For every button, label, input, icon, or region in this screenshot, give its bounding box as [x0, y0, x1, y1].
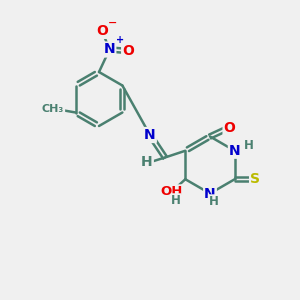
Text: H: H — [244, 139, 254, 152]
Text: N: N — [104, 43, 115, 56]
Text: +: + — [116, 35, 124, 45]
Text: −: − — [108, 17, 117, 28]
Text: H: H — [171, 194, 181, 207]
Text: O: O — [96, 24, 108, 38]
Text: N: N — [144, 128, 156, 142]
Text: N: N — [229, 144, 241, 158]
Text: O: O — [224, 121, 236, 134]
Text: O: O — [122, 44, 134, 58]
Text: OH: OH — [160, 185, 183, 198]
Text: H: H — [141, 155, 153, 169]
Text: N: N — [204, 187, 216, 200]
Text: CH₃: CH₃ — [42, 104, 64, 115]
Text: H: H — [208, 195, 218, 208]
Text: S: S — [250, 172, 260, 186]
